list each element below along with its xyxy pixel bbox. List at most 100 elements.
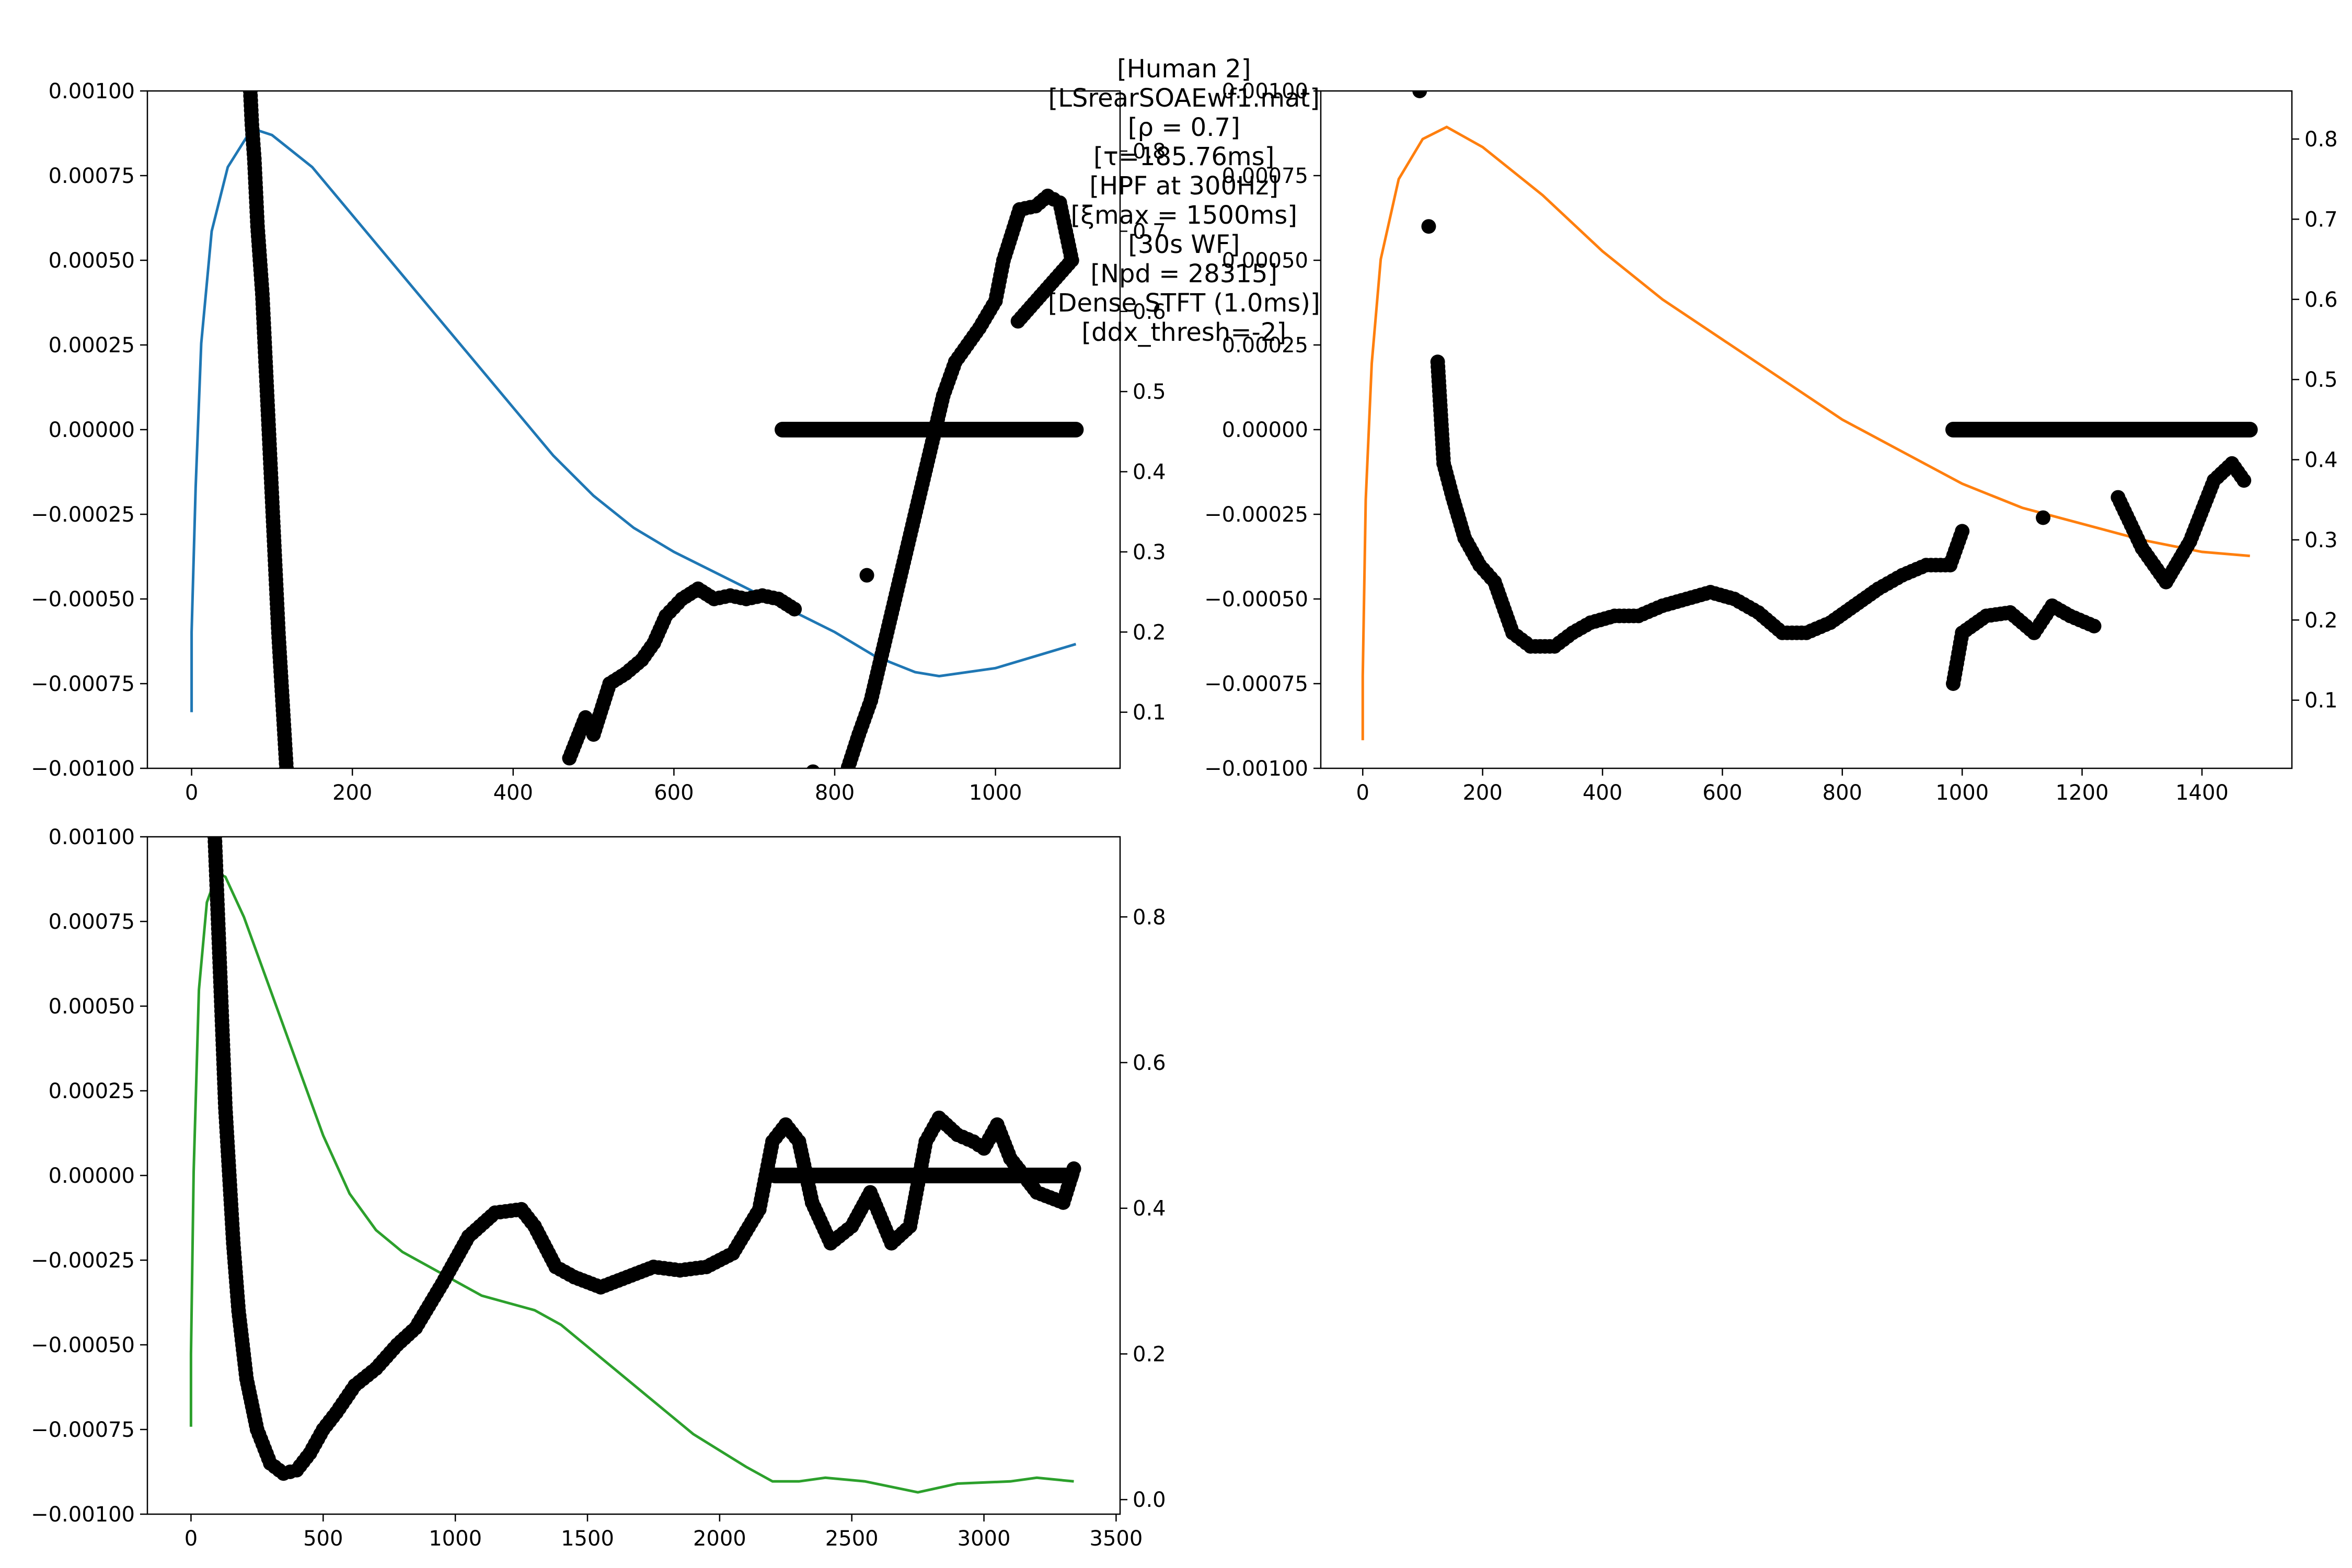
right-y-tick-label: 0.2 (1133, 1342, 1166, 1366)
left-y-tick-label: 0.00025 (49, 333, 135, 358)
x-tick-label: 3500 (1090, 1527, 1143, 1551)
x-tick-label: 1500 (561, 1527, 614, 1551)
x-tick-label: 600 (654, 781, 694, 805)
left-y-tick-label: −0.00050 (1204, 587, 1308, 612)
right-y-tick-label: 0.3 (2304, 528, 2338, 552)
title-ddx-thresh: [ddx_thresh=-2] (1081, 318, 1287, 347)
left-y-tick-label: 0.00000 (1222, 418, 1308, 442)
right-y-tick-label: 0.4 (1133, 1197, 1166, 1221)
scatter-point (2036, 510, 2051, 525)
right-y-tick-label: 0.5 (1133, 380, 1166, 404)
panel-2: 0 200 400 600 800 1000 1200 1400 −0.00100 −0.0007… (1204, 79, 2338, 805)
left-y-tick-label: 0.00075 (49, 910, 135, 934)
scatter-point (806, 764, 820, 768)
right-y-tick-label: 0.4 (2304, 448, 2338, 472)
panel-3: 0 500 1000 1500 2000 2500 3000 3500 −0.00100 −0.0… (31, 825, 1166, 1551)
left-y-tick-label: −0.00025 (31, 1249, 135, 1273)
right-y-tick-label: 0.2 (1133, 620, 1166, 644)
left-y-tick-label: −0.00025 (1204, 503, 1308, 527)
right-y-tick-label: 0.3 (1133, 540, 1166, 564)
title-hpf: [HPF at 300Hz] (1089, 171, 1279, 201)
scatter-point (1955, 524, 1970, 539)
panel-1: 0 200 400 600 800 1000 −0.00100 −0.00075 −0.0005… (31, 79, 1166, 805)
scatter-point (2236, 473, 2252, 488)
right-y-tick-label: 0.8 (1133, 905, 1166, 929)
left-y-tick-label: 0.00025 (1222, 333, 1308, 358)
x-tick-label: 1000 (1935, 781, 1989, 805)
scatter-point (279, 761, 294, 768)
scatter-series (207, 837, 1081, 1481)
title-subject: [Human 2] (1117, 54, 1251, 84)
right-y-tick-label: 0.7 (2304, 207, 2338, 232)
scatter-point (2086, 618, 2102, 633)
right-y-tick-label: 0.8 (1133, 140, 1166, 164)
left-y-tick-label: 0.00100 (1222, 79, 1308, 103)
left-y-tick-label: 0.00050 (49, 995, 135, 1019)
x-tick-label: 800 (815, 781, 855, 805)
title-stft: [Dense STFT (1.0ms)] (1047, 289, 1320, 318)
x-tick-label: 1000 (429, 1527, 482, 1551)
left-y-tick-label: 0.00000 (49, 418, 135, 442)
x-tick-label: 0 (185, 1527, 198, 1551)
scatter-series (1412, 91, 2258, 691)
left-y-tick-label: 0.00075 (49, 164, 135, 188)
right-y-tick-label: 0.6 (1133, 1051, 1166, 1075)
x-tick-label: 400 (493, 781, 533, 805)
title-file: [LSrearSOAEwf1.mat] (1048, 84, 1320, 113)
left-y-tick-label: −0.00100 (31, 1503, 135, 1527)
right-y-tick-label: 0.4 (1133, 460, 1166, 485)
title-xi-max: [ξmax = 1500ms] (1070, 201, 1297, 230)
x-tick-label: 2000 (693, 1527, 746, 1551)
left-y-tick-label: 0.00100 (49, 79, 135, 103)
x-tick-label: 1400 (2175, 781, 2229, 805)
scatter-point (1421, 219, 1436, 234)
x-tick-label: 2500 (825, 1527, 879, 1551)
left-y-tick-label: −0.00050 (31, 1333, 135, 1357)
x-tick-label: 1200 (2056, 781, 2109, 805)
left-y-tick-label: −0.00100 (1204, 757, 1308, 781)
left-y-tick-label: −0.00075 (31, 672, 135, 696)
left-y-tick-label: −0.00025 (31, 503, 135, 527)
left-y-tick-label: 0.00050 (1222, 249, 1308, 273)
left-y-tick-label: −0.00100 (31, 757, 135, 781)
x-tick-label: 0 (185, 781, 198, 805)
right-y-tick-label: 0.5 (2304, 368, 2338, 392)
x-tick-label: 3000 (958, 1527, 1011, 1551)
x-tick-label: 800 (1823, 781, 1862, 805)
left-y-tick-label: −0.00075 (31, 1418, 135, 1442)
left-y-tick-label: −0.00050 (31, 587, 135, 612)
x-tick-label: 500 (303, 1527, 343, 1551)
left-y-tick-label: −0.00075 (1204, 672, 1308, 696)
x-tick-label: 1000 (969, 781, 1022, 805)
right-y-tick-label: 0.0 (1133, 1488, 1166, 1512)
left-y-tick-label: 0.00000 (49, 1164, 135, 1188)
scatter-point (787, 602, 802, 617)
x-tick-label: 200 (1462, 781, 1502, 805)
right-y-tick-label: 0.7 (1133, 220, 1166, 244)
x-tick-label: 600 (1702, 781, 1742, 805)
scatter-point (1010, 314, 1025, 329)
right-y-tick-label: 0.1 (1133, 701, 1166, 725)
scatter-point (859, 568, 874, 583)
right-y-tick-label: 0.8 (2304, 128, 2338, 152)
left-y-tick-label: 0.00100 (49, 825, 135, 849)
right-y-tick-label: 0.6 (1133, 300, 1166, 324)
scatter-series (243, 91, 1084, 768)
model-line (1361, 125, 2250, 741)
right-y-tick-label: 0.1 (2304, 689, 2338, 713)
left-y-tick-label: 0.00050 (49, 249, 135, 273)
right-y-tick-label: 0.6 (2304, 288, 2338, 312)
title-wf-length: [30s WF] (1128, 230, 1240, 259)
scatter-point (1066, 1161, 1081, 1177)
scatter-point (1412, 91, 1427, 98)
x-tick-label: 400 (1583, 781, 1622, 805)
right-y-tick-label: 0.2 (2304, 608, 2338, 632)
title-rho: [ρ = 0.7] (1127, 113, 1240, 142)
model-line (190, 130, 1077, 712)
title-tau: [τ=185.76ms] (1093, 142, 1275, 171)
x-tick-label: 200 (332, 781, 372, 805)
x-tick-label: 0 (1356, 781, 1369, 805)
left-y-tick-label: 0.00025 (49, 1079, 135, 1103)
left-y-tick-label: 0.00075 (1222, 164, 1308, 188)
